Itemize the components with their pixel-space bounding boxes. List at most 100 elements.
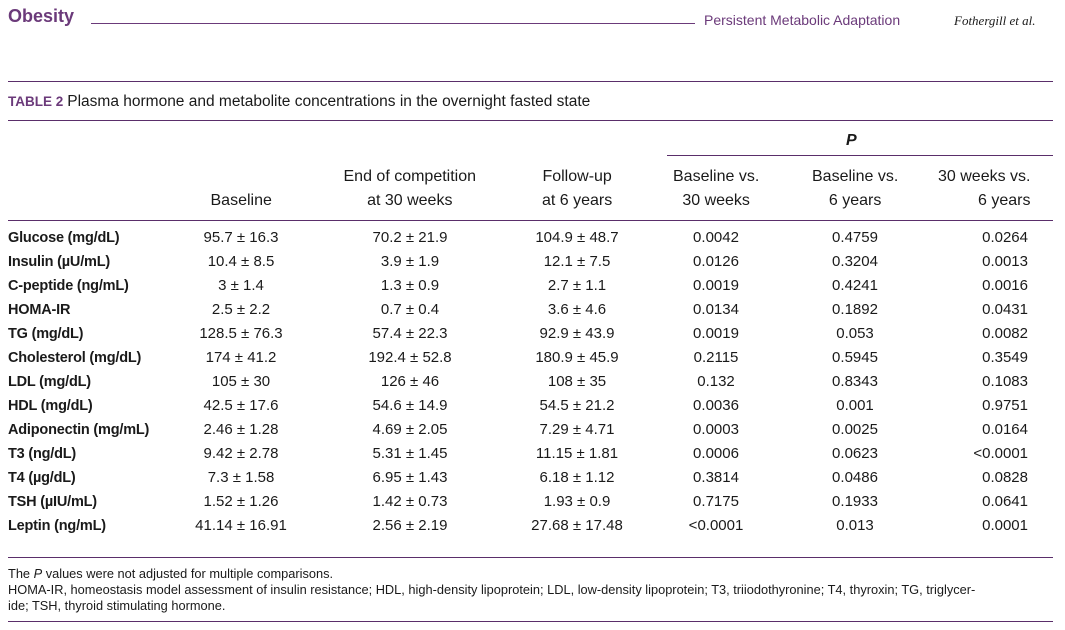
column-header-line1: End of competition (343, 168, 477, 185)
column-header: 30 weeks vs. 6 years (938, 165, 1030, 213)
column-header-line2: at 6 years (542, 192, 613, 209)
p-group-header: P (846, 132, 857, 149)
table-cell: 0.9751 (982, 397, 1028, 414)
row-label: HOMA-IR (8, 302, 71, 318)
table-cell: 95.7 ± 16.3 (203, 229, 279, 246)
row-label: HDL (mg/dL) (8, 398, 93, 414)
table-cell: 192.4 ± 52.8 (368, 349, 452, 366)
table-cell: 4.69 ± 2.05 (372, 421, 448, 438)
table-cell: 2.5 ± 2.2 (211, 301, 271, 318)
table-row: TG (mg/dL) 128.5 ± 76.3 57.4 ± 22.3 92.9 ± … (8, 322, 1053, 346)
table-cell: 11.15 ± 1.81 (535, 445, 619, 462)
authors: Fothergill et al. (954, 13, 1036, 28)
table-cell: 3.9 ± 1.9 (380, 253, 440, 270)
table-cell: <0.0001 (688, 517, 744, 534)
table-cell: 12.1 ± 7.5 (543, 253, 611, 270)
row-label: LDL (mg/dL) (8, 374, 91, 390)
row-label: T4 (µg/dL) (8, 470, 76, 486)
table-cell: 0.0013 (982, 253, 1028, 270)
p-group-rule (667, 155, 1053, 156)
table-cell: 92.9 ± 43.9 (539, 325, 615, 342)
table-cell: 0.0486 (832, 469, 878, 486)
table-cell: 126 ± 46 (380, 373, 440, 390)
table-cell: 180.9 ± 45.9 (535, 349, 619, 366)
column-header-line1: Baseline vs. (812, 168, 899, 185)
table-row: Insulin (µU/mL) 10.4 ± 8.5 3.9 ± 1.9 12.1 ±… (8, 250, 1053, 274)
row-label: TG (mg/dL) (8, 326, 84, 342)
table-cell: 0.0019 (693, 277, 739, 294)
table-cell: 0.053 (836, 325, 874, 342)
table-cell: 0.0082 (982, 325, 1028, 342)
table-cell: 105 ± 30 (211, 373, 271, 390)
table-cell: 0.0126 (693, 253, 739, 270)
table-cell: 0.8343 (832, 373, 878, 390)
row-label: Insulin (µU/mL) (8, 254, 111, 270)
row-label: C-peptide (ng/mL) (8, 278, 129, 294)
page-bottom-rule (8, 621, 1053, 622)
footnote-p-symbol: P (33, 566, 43, 581)
table-cell: <0.0001 (973, 445, 1028, 462)
table-cell: 0.2115 (693, 349, 739, 366)
table-caption: TABLE 2 Plasma hormone and metabolite con… (8, 93, 590, 111)
table-cell: 0.0134 (693, 301, 739, 318)
footnote-text: values were not adjusted for multiple co… (42, 566, 334, 581)
table-cell: 108 ± 35 (547, 373, 607, 390)
table-cell: 0.4241 (832, 277, 878, 294)
table-row: HOMA-IR 2.5 ± 2.2 0.7 ± 0.4 3.6 ± 4.6 0.0134… (8, 298, 1053, 322)
table-row: Glucose (mg/dL) 95.7 ± 16.3 70.2 ± 21.9 104… (8, 226, 1053, 250)
column-header-line1 (211, 165, 272, 189)
table-cell: 0.0025 (832, 421, 878, 438)
table-cell: 0.0264 (982, 229, 1028, 246)
column-header: Baseline vs. 30 weeks (673, 165, 759, 213)
table-row: T4 (µg/dL) 7.3 ± 1.58 6.95 ± 1.43 6.18 ± 1.… (8, 466, 1053, 490)
table-cell: 174 ± 41.2 (205, 349, 277, 366)
table-cell: 0.0036 (693, 397, 739, 414)
table-cell: 3.6 ± 4.6 (547, 301, 607, 318)
table-cell: 7.3 ± 1.58 (207, 469, 275, 486)
table-cell: 0.3549 (982, 349, 1028, 366)
column-header: Follow-up at 6 years (542, 165, 612, 213)
column-header: Baseline vs. 6 years (812, 165, 898, 213)
table-row: LDL (mg/dL) 105 ± 30 126 ± 46 108 ± 35 0.132… (8, 370, 1053, 394)
table-cell: 0.0016 (982, 277, 1028, 294)
table-cell: 0.0001 (982, 517, 1028, 534)
table-cell: 0.013 (836, 517, 874, 534)
header-bottom-rule (8, 220, 1053, 221)
table-cell: 0.0006 (693, 445, 739, 462)
table-cell: 1.93 ± 0.9 (543, 493, 611, 510)
table-cell: 0.1892 (832, 301, 878, 318)
table-cell: 9.42 ± 2.78 (203, 445, 279, 462)
column-header: Baseline (211, 165, 272, 213)
column-header-line2: 30 weeks (682, 192, 750, 209)
footnote-p-values: The P values were not adjusted for multi… (8, 566, 333, 581)
table-cell: 0.0641 (982, 493, 1028, 510)
table-cell: 2.7 ± 1.1 (547, 277, 607, 294)
row-label: T3 (ng/dL) (8, 446, 77, 462)
journal-name: Obesity (8, 6, 75, 26)
table-cell: 0.0828 (982, 469, 1028, 486)
footnote-text: The (8, 566, 34, 581)
row-label: Leptin (ng/mL) (8, 518, 106, 534)
table-cell: 70.2 ± 21.9 (372, 229, 448, 246)
table-cell: 2.56 ± 2.19 (372, 517, 448, 534)
column-header-line2: at 30 weeks (367, 192, 453, 209)
table-cell: 0.0623 (832, 445, 878, 462)
table-label: TABLE 2 (8, 94, 64, 109)
table-row: HDL (mg/dL) 42.5 ± 17.6 54.6 ± 14.9 54.5 ± … (8, 394, 1053, 418)
table-cell: 0.7175 (693, 493, 739, 510)
row-label: Adiponectin (mg/mL) (8, 422, 150, 438)
table-cell: 0.4759 (832, 229, 878, 246)
table-cell: 104.9 ± 48.7 (535, 229, 619, 246)
table-cell: 41.14 ± 16.91 (195, 517, 287, 534)
table-cell: 0.7 ± 0.4 (380, 301, 440, 318)
column-header-line1: Baseline vs. (673, 168, 760, 185)
row-label: Cholesterol (mg/dL) (8, 350, 142, 366)
header-rule (91, 23, 695, 24)
table-cell: 1.52 ± 1.26 (203, 493, 279, 510)
running-title: Persistent Metabolic Adaptation (704, 12, 901, 28)
table-cell: 2.46 ± 1.28 (203, 421, 279, 438)
table-row: Cholesterol (mg/dL) 174 ± 41.2 192.4 ± 52.… (8, 346, 1053, 370)
table-title: Plasma hormone and metabolite concentrat… (67, 93, 591, 110)
table-row: Adiponectin (mg/mL) 2.46 ± 1.28 4.69 ± 2.0… (8, 418, 1053, 442)
column-header: End of competition at 30 weeks (344, 165, 477, 213)
